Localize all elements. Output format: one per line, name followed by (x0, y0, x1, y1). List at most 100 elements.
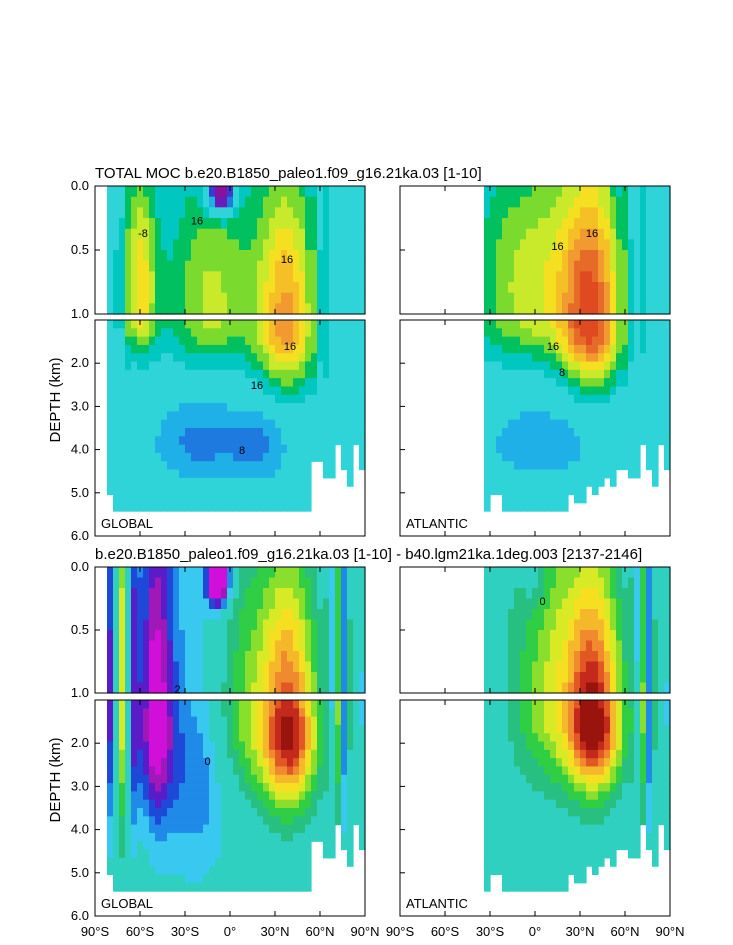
heat-cell (107, 630, 114, 642)
heat-cell (520, 874, 527, 884)
heat-cell (245, 336, 252, 346)
heat-cell (622, 774, 629, 784)
heat-cell (257, 824, 264, 834)
heat-cell (245, 196, 252, 208)
heat-cell (221, 640, 228, 652)
heat-cell (622, 403, 629, 412)
heat-cell (317, 239, 324, 251)
heat-cell (203, 630, 210, 642)
heat-cell (622, 228, 629, 240)
heat-cell (311, 567, 318, 579)
heat-cell (131, 619, 138, 631)
heat-cell (544, 428, 551, 437)
heat-cell (203, 207, 210, 219)
heat-cell (305, 619, 312, 631)
heat-cell (592, 282, 599, 294)
heat-cell (305, 494, 312, 504)
heat-cell (269, 609, 276, 621)
heat-cell (586, 353, 593, 363)
heat-cell (628, 783, 635, 792)
heat-cell (209, 824, 216, 834)
heat-cell (538, 344, 545, 354)
heat-cell (209, 640, 216, 652)
heat-cell (598, 282, 605, 294)
heat-cell (131, 436, 138, 446)
heat-cell (526, 282, 533, 294)
heat-cell (544, 461, 551, 471)
heat-cell (329, 577, 336, 589)
heat-cell (119, 577, 126, 589)
heat-cell (215, 386, 222, 396)
heat-cell (329, 749, 336, 759)
heat-cell (305, 292, 312, 304)
heat-cell (131, 239, 138, 251)
heat-cell (496, 749, 503, 759)
heat-cell (107, 328, 114, 338)
heat-cell (580, 724, 587, 734)
heat-cell (622, 630, 629, 642)
heat-cell (281, 577, 288, 589)
heat-cell (616, 749, 623, 759)
heat-cell (263, 428, 270, 437)
heat-cell (107, 369, 114, 379)
heat-cell (550, 271, 557, 283)
heat-cell (245, 640, 252, 652)
heat-cell (341, 567, 348, 579)
heat-cell (215, 336, 222, 346)
x-tick-label: 0° (224, 924, 236, 939)
heat-cell (556, 824, 563, 834)
heat-cell (514, 303, 521, 315)
heat-cell (640, 386, 647, 396)
heat-cell (592, 700, 599, 709)
heat-cell (610, 651, 617, 663)
heat-cell (556, 791, 563, 801)
heat-cell (532, 749, 539, 759)
heat-cell (646, 361, 653, 371)
heat-cell (275, 403, 282, 412)
heat-cell (562, 567, 569, 579)
heat-cell (652, 444, 659, 454)
heat-cell (167, 369, 174, 379)
heat-cell (107, 486, 114, 496)
heat-cell (335, 640, 342, 652)
heat-cell (317, 207, 324, 219)
heat-cell (203, 791, 210, 801)
heat-cell (191, 567, 198, 579)
heat-cell (269, 486, 276, 496)
heat-cell (598, 336, 605, 346)
heat-cell (131, 866, 138, 876)
heat-cell (203, 708, 210, 718)
heat-cell (203, 378, 210, 388)
heat-cell (191, 282, 198, 294)
heat-cell (574, 186, 581, 198)
heat-cell (604, 228, 611, 240)
heat-cell (610, 588, 617, 600)
heat-cell (107, 799, 114, 809)
heat-cell (640, 436, 647, 446)
heat-cell (544, 733, 551, 743)
heat-cell (287, 303, 294, 315)
heat-cell (167, 271, 174, 283)
heat-cell (155, 816, 162, 826)
heat-cell (203, 651, 210, 663)
heat-cell (221, 783, 228, 792)
heat-cell (305, 228, 312, 240)
heat-cell (598, 824, 605, 834)
heat-cell (580, 758, 587, 768)
heat-cell (209, 766, 216, 776)
heat-cell (329, 369, 336, 379)
heat-cell (161, 609, 168, 621)
heat-cell (185, 186, 192, 198)
heat-cell (191, 436, 198, 446)
heat-cell (514, 436, 521, 446)
heat-cell (119, 250, 126, 262)
heat-cell (520, 361, 527, 371)
heat-cell (185, 218, 192, 230)
heat-cell (359, 816, 366, 826)
heat-cell (490, 486, 497, 496)
heat-cell (341, 452, 348, 462)
heat-cell (484, 567, 491, 579)
heat-cell (329, 303, 336, 315)
heat-cell (353, 808, 360, 817)
heat-cell (592, 849, 599, 859)
